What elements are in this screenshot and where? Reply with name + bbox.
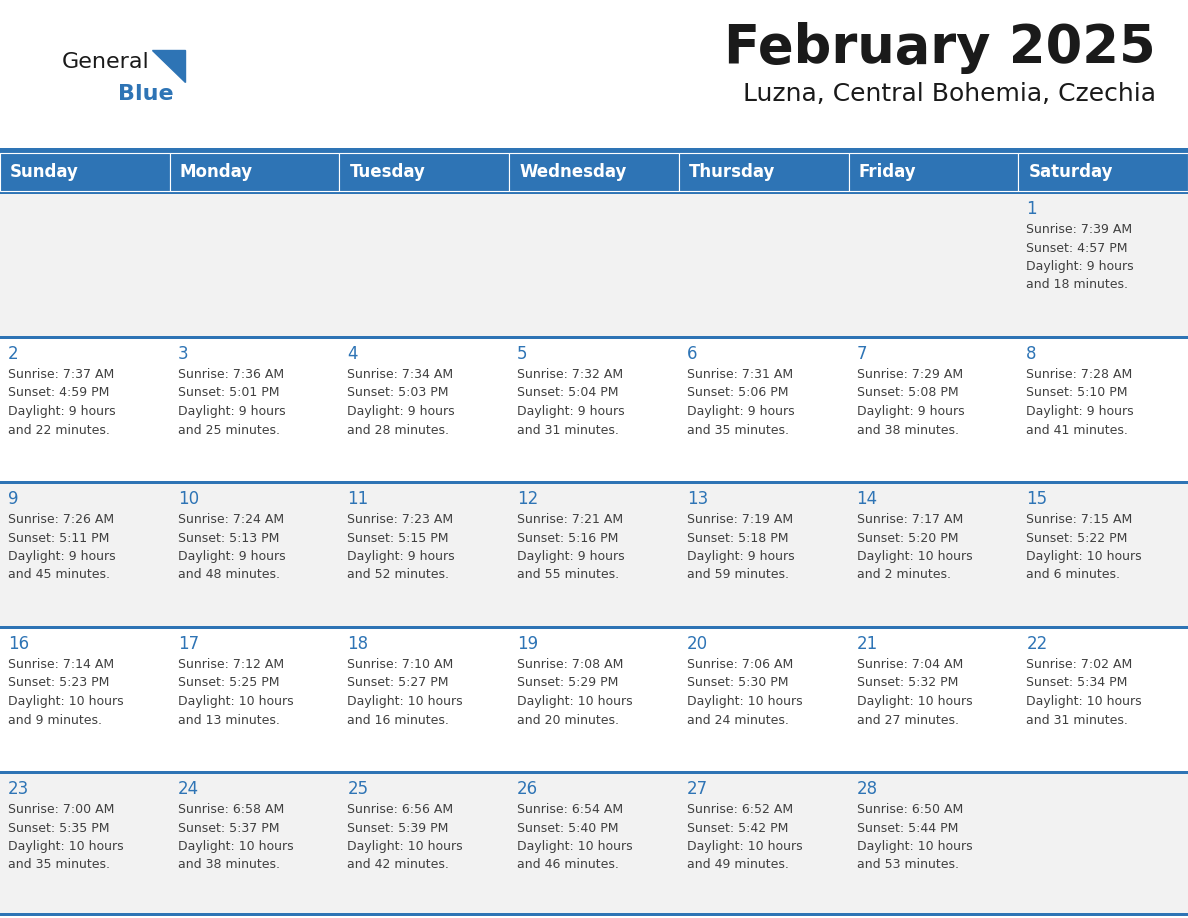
Bar [678,153,848,191]
Bar [0,913,1188,916]
Text: General: General [62,52,150,72]
Text: Sunrise: 6:54 AM
Sunset: 5:40 PM
Daylight: 10 hours
and 46 minutes.: Sunrise: 6:54 AM Sunset: 5:40 PM Dayligh… [517,803,633,871]
Text: 3: 3 [178,345,189,363]
Text: Sunrise: 6:58 AM
Sunset: 5:37 PM
Daylight: 10 hours
and 38 minutes.: Sunrise: 6:58 AM Sunset: 5:37 PM Dayligh… [178,803,293,871]
Text: Sunrise: 7:00 AM
Sunset: 5:35 PM
Daylight: 10 hours
and 35 minutes.: Sunrise: 7:00 AM Sunset: 5:35 PM Dayligh… [8,803,124,871]
Text: Sunrise: 7:31 AM
Sunset: 5:06 PM
Daylight: 9 hours
and 35 minutes.: Sunrise: 7:31 AM Sunset: 5:06 PM Dayligh… [687,368,795,436]
Text: Sunrise: 7:02 AM
Sunset: 5:34 PM
Daylight: 10 hours
and 31 minutes.: Sunrise: 7:02 AM Sunset: 5:34 PM Dayligh… [1026,658,1142,726]
Text: 27: 27 [687,780,708,798]
Text: Sunrise: 7:24 AM
Sunset: 5:13 PM
Daylight: 9 hours
and 48 minutes.: Sunrise: 7:24 AM Sunset: 5:13 PM Dayligh… [178,513,285,581]
Bar [340,153,510,191]
Text: Sunrise: 7:08 AM
Sunset: 5:29 PM
Daylight: 10 hours
and 20 minutes.: Sunrise: 7:08 AM Sunset: 5:29 PM Dayligh… [517,658,633,726]
Text: 26: 26 [517,780,538,798]
Text: 28: 28 [857,780,878,798]
Bar [0,626,1188,629]
Text: Sunrise: 7:10 AM
Sunset: 5:27 PM
Daylight: 10 hours
and 16 minutes.: Sunrise: 7:10 AM Sunset: 5:27 PM Dayligh… [347,658,463,726]
Text: 16: 16 [8,635,30,653]
Bar [848,153,1018,191]
Text: 17: 17 [178,635,198,653]
Text: Sunrise: 7:14 AM
Sunset: 5:23 PM
Daylight: 10 hours
and 9 minutes.: Sunrise: 7:14 AM Sunset: 5:23 PM Dayligh… [8,658,124,726]
Bar [0,153,170,191]
Text: Sunrise: 6:50 AM
Sunset: 5:44 PM
Daylight: 10 hours
and 53 minutes.: Sunrise: 6:50 AM Sunset: 5:44 PM Dayligh… [857,803,972,871]
Text: 4: 4 [347,345,358,363]
Bar [510,153,678,191]
Text: 14: 14 [857,490,878,508]
Bar [0,481,1188,484]
Text: Sunrise: 6:56 AM
Sunset: 5:39 PM
Daylight: 10 hours
and 42 minutes.: Sunrise: 6:56 AM Sunset: 5:39 PM Dayligh… [347,803,463,871]
Text: Friday: Friday [859,163,916,181]
Text: Sunrise: 7:17 AM
Sunset: 5:20 PM
Daylight: 10 hours
and 2 minutes.: Sunrise: 7:17 AM Sunset: 5:20 PM Dayligh… [857,513,972,581]
Text: Sunrise: 7:19 AM
Sunset: 5:18 PM
Daylight: 9 hours
and 59 minutes.: Sunrise: 7:19 AM Sunset: 5:18 PM Dayligh… [687,513,795,581]
Bar [0,771,1188,916]
Text: Sunrise: 7:29 AM
Sunset: 5:08 PM
Daylight: 9 hours
and 38 minutes.: Sunrise: 7:29 AM Sunset: 5:08 PM Dayligh… [857,368,965,436]
Bar [0,191,1188,336]
Bar [0,771,1188,774]
Text: 5: 5 [517,345,527,363]
Text: 20: 20 [687,635,708,653]
Text: Sunrise: 7:04 AM
Sunset: 5:32 PM
Daylight: 10 hours
and 27 minutes.: Sunrise: 7:04 AM Sunset: 5:32 PM Dayligh… [857,658,972,726]
Text: Luzna, Central Bohemia, Czechia: Luzna, Central Bohemia, Czechia [742,82,1156,106]
Text: Sunrise: 7:23 AM
Sunset: 5:15 PM
Daylight: 9 hours
and 52 minutes.: Sunrise: 7:23 AM Sunset: 5:15 PM Dayligh… [347,513,455,581]
Text: Sunrise: 7:26 AM
Sunset: 5:11 PM
Daylight: 9 hours
and 45 minutes.: Sunrise: 7:26 AM Sunset: 5:11 PM Dayligh… [8,513,115,581]
Text: Sunday: Sunday [10,163,78,181]
Bar [170,153,340,191]
Text: Sunrise: 6:52 AM
Sunset: 5:42 PM
Daylight: 10 hours
and 49 minutes.: Sunrise: 6:52 AM Sunset: 5:42 PM Dayligh… [687,803,802,871]
Text: 21: 21 [857,635,878,653]
Text: 6: 6 [687,345,697,363]
Bar [0,626,1188,771]
Text: 18: 18 [347,635,368,653]
Text: 13: 13 [687,490,708,508]
Text: 11: 11 [347,490,368,508]
Text: 9: 9 [8,490,19,508]
Text: 24: 24 [178,780,198,798]
Text: Wednesday: Wednesday [519,163,626,181]
Text: 23: 23 [8,780,30,798]
Bar [1018,153,1188,191]
Text: Sunrise: 7:15 AM
Sunset: 5:22 PM
Daylight: 10 hours
and 6 minutes.: Sunrise: 7:15 AM Sunset: 5:22 PM Dayligh… [1026,513,1142,581]
Text: Thursday: Thursday [689,163,776,181]
Text: 15: 15 [1026,490,1048,508]
Text: 19: 19 [517,635,538,653]
Text: 2: 2 [8,345,19,363]
Text: Sunrise: 7:37 AM
Sunset: 4:59 PM
Daylight: 9 hours
and 22 minutes.: Sunrise: 7:37 AM Sunset: 4:59 PM Dayligh… [8,368,115,436]
Text: 1: 1 [1026,200,1037,218]
Bar [0,481,1188,626]
Text: Sunrise: 7:12 AM
Sunset: 5:25 PM
Daylight: 10 hours
and 13 minutes.: Sunrise: 7:12 AM Sunset: 5:25 PM Dayligh… [178,658,293,726]
Text: Saturday: Saturday [1029,163,1113,181]
Text: Sunrise: 7:34 AM
Sunset: 5:03 PM
Daylight: 9 hours
and 28 minutes.: Sunrise: 7:34 AM Sunset: 5:03 PM Dayligh… [347,368,455,436]
Text: Sunrise: 7:36 AM
Sunset: 5:01 PM
Daylight: 9 hours
and 25 minutes.: Sunrise: 7:36 AM Sunset: 5:01 PM Dayligh… [178,368,285,436]
Polygon shape [152,50,185,82]
Text: Monday: Monday [179,163,253,181]
Bar [0,336,1188,481]
Text: Blue: Blue [118,84,173,104]
Text: Sunrise: 7:06 AM
Sunset: 5:30 PM
Daylight: 10 hours
and 24 minutes.: Sunrise: 7:06 AM Sunset: 5:30 PM Dayligh… [687,658,802,726]
Text: Sunrise: 7:21 AM
Sunset: 5:16 PM
Daylight: 9 hours
and 55 minutes.: Sunrise: 7:21 AM Sunset: 5:16 PM Dayligh… [517,513,625,581]
Text: 25: 25 [347,780,368,798]
Text: 7: 7 [857,345,867,363]
Text: 12: 12 [517,490,538,508]
Text: 10: 10 [178,490,198,508]
Text: Sunrise: 7:28 AM
Sunset: 5:10 PM
Daylight: 9 hours
and 41 minutes.: Sunrise: 7:28 AM Sunset: 5:10 PM Dayligh… [1026,368,1133,436]
Text: 8: 8 [1026,345,1037,363]
Text: Tuesday: Tuesday [349,163,425,181]
Bar [0,191,1188,194]
Text: Sunrise: 7:32 AM
Sunset: 5:04 PM
Daylight: 9 hours
and 31 minutes.: Sunrise: 7:32 AM Sunset: 5:04 PM Dayligh… [517,368,625,436]
Text: February 2025: February 2025 [725,22,1156,74]
Text: Sunrise: 7:39 AM
Sunset: 4:57 PM
Daylight: 9 hours
and 18 minutes.: Sunrise: 7:39 AM Sunset: 4:57 PM Dayligh… [1026,223,1133,292]
Bar [0,336,1188,339]
Text: 22: 22 [1026,635,1048,653]
Bar [0,148,1188,153]
